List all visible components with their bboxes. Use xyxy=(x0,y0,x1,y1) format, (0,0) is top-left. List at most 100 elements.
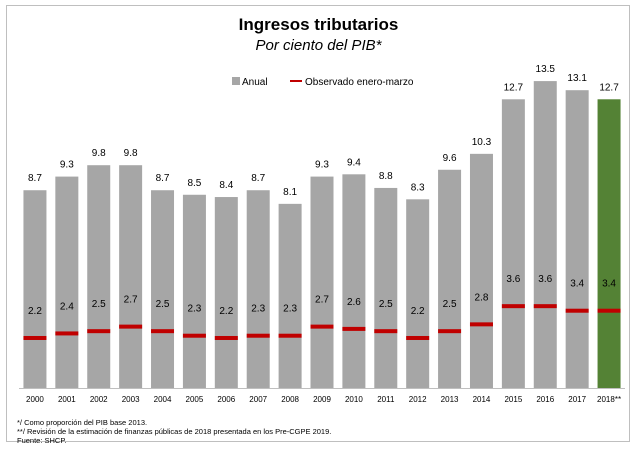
data-label-anual: 8.1 xyxy=(283,187,297,198)
marker-observado xyxy=(310,324,334,329)
data-label-observado: 2.7 xyxy=(124,295,138,306)
data-label-anual: 10.3 xyxy=(472,137,492,148)
x-tick-label: 2008 xyxy=(281,395,299,404)
data-label-observado: 2.6 xyxy=(347,297,361,308)
bar-anual xyxy=(342,174,366,388)
x-tick-label: 2015 xyxy=(504,395,522,404)
x-tick-label: 2016 xyxy=(536,395,554,404)
marker-observado xyxy=(214,335,238,340)
marker-observado xyxy=(597,308,621,313)
data-label-observado: 2.5 xyxy=(443,299,457,310)
data-label-anual: 8.4 xyxy=(219,180,233,191)
data-label-observado: 2.5 xyxy=(92,299,106,310)
data-label-anual: 9.4 xyxy=(347,157,361,168)
data-label-anual: 9.8 xyxy=(92,148,106,159)
bar-anual xyxy=(246,190,270,388)
x-tick-label: 2004 xyxy=(154,395,172,404)
x-tick-label: 2007 xyxy=(249,395,267,404)
data-label-anual: 8.7 xyxy=(251,173,265,184)
marker-observado xyxy=(23,335,47,340)
marker-observado xyxy=(182,333,206,338)
data-label-observado: 2.3 xyxy=(283,304,297,315)
bar-anual xyxy=(597,99,621,388)
data-label-observado: 2.8 xyxy=(475,292,489,303)
marker-observado xyxy=(406,335,430,340)
data-label-anual: 8.8 xyxy=(379,171,393,182)
footnote-1: */ Como proporción del PIB base 2013. xyxy=(17,418,148,427)
marker-observado xyxy=(119,324,143,329)
x-tick-label: 2014 xyxy=(473,395,491,404)
bar-anual xyxy=(182,194,206,388)
bar-anual xyxy=(214,197,238,388)
bar-anual xyxy=(565,90,589,389)
bar-anual xyxy=(469,153,493,388)
data-label-observado: 2.5 xyxy=(156,299,170,310)
legend-swatch-anual xyxy=(232,77,240,85)
data-label-anual: 9.8 xyxy=(124,148,138,159)
x-tick-label: 2005 xyxy=(186,395,204,404)
data-label-anual: 8.5 xyxy=(187,178,201,189)
chart-frame xyxy=(6,5,630,442)
data-label-anual: 9.6 xyxy=(443,153,457,164)
data-label-anual: 13.5 xyxy=(536,64,556,75)
data-label-anual: 12.7 xyxy=(504,82,524,93)
marker-observado xyxy=(55,331,79,336)
bar-anual xyxy=(374,187,398,388)
legend-label-anual: Anual xyxy=(242,77,268,88)
marker-observado xyxy=(151,329,175,334)
marker-observado xyxy=(533,304,557,309)
x-tick-label: 2011 xyxy=(377,395,395,404)
bar-anual xyxy=(501,99,525,388)
data-label-observado: 2.3 xyxy=(251,304,265,315)
data-label-anual: 8.7 xyxy=(28,173,42,184)
data-label-anual: 9.3 xyxy=(315,160,329,171)
marker-observado xyxy=(374,329,398,334)
marker-observado xyxy=(565,308,589,313)
data-label-observado: 2.2 xyxy=(28,306,42,317)
x-tick-label: 2018** xyxy=(597,395,621,404)
chart-title: Ingresos tributarios xyxy=(238,15,399,34)
data-label-anual: 12.7 xyxy=(599,82,619,93)
x-tick-label: 2012 xyxy=(409,395,427,404)
bar-anual xyxy=(151,190,175,388)
chart-subtitle: Por ciento del PIB* xyxy=(255,37,382,54)
marker-observado xyxy=(469,322,493,327)
bar-anual xyxy=(278,203,302,388)
data-label-observado: 2.2 xyxy=(219,306,233,317)
data-label-observado: 2.4 xyxy=(60,301,74,312)
bar-anual xyxy=(119,165,143,388)
x-tick-label: 2009 xyxy=(313,395,331,404)
bar-anual xyxy=(87,165,111,388)
bar-anual xyxy=(438,169,462,388)
data-label-anual: 8.7 xyxy=(156,173,170,184)
data-label-anual: 9.3 xyxy=(60,160,74,171)
footnote-2: **/ Revisión de la estimación de finanza… xyxy=(17,427,332,436)
legend: Anual Observado enero-marzo xyxy=(232,77,414,88)
data-label-observado: 3.6 xyxy=(538,274,552,285)
data-label-observado: 2.7 xyxy=(315,295,329,306)
x-tick-label: 2013 xyxy=(441,395,459,404)
x-tick-label: 2000 xyxy=(26,395,44,404)
marker-observado xyxy=(342,326,366,331)
data-label-observado: 2.3 xyxy=(187,304,201,315)
x-tick-label: 2003 xyxy=(122,395,140,404)
bar-anual xyxy=(23,190,47,388)
bar-anual xyxy=(310,176,334,388)
x-tick-label: 2006 xyxy=(217,395,235,404)
x-tick-label: 2010 xyxy=(345,395,363,404)
data-label-observado: 3.4 xyxy=(602,279,616,290)
data-label-observado: 3.4 xyxy=(570,279,584,290)
x-tick-label: 2002 xyxy=(90,395,108,404)
data-label-observado: 3.6 xyxy=(506,274,520,285)
marker-observado xyxy=(278,333,302,338)
source-note: Fuente: SHCP. xyxy=(17,436,67,445)
bar-anual xyxy=(533,81,557,388)
marker-observado xyxy=(246,333,270,338)
data-label-observado: 2.2 xyxy=(411,306,425,317)
legend-label-observado: Observado enero-marzo xyxy=(305,77,414,88)
bar-anual xyxy=(406,199,430,388)
x-tick-label: 2001 xyxy=(58,395,76,404)
plot-area: 8.7 2.2 2000 9.3 2.4 2001 9.8 2.5 2002 9.8 2.7 2003… xyxy=(19,64,625,404)
marker-observado xyxy=(87,329,111,334)
